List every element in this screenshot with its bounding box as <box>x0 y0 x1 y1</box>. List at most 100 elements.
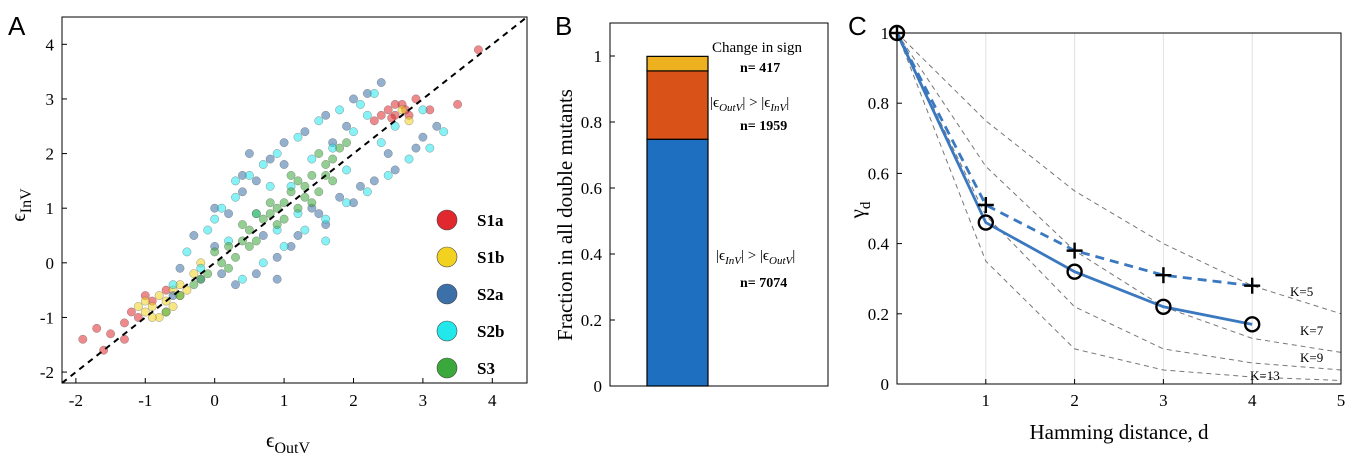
scatter-point-s1a <box>106 329 115 339</box>
scatter-point-s2b <box>356 100 365 109</box>
panel-b-annotations: |ϵInV| > |ϵOutV| n= 7074 |ϵOutV| > |ϵInV| n… <box>710 40 802 291</box>
scatter-point-s3 <box>279 198 289 208</box>
panel-b-stacked-bar: B 0 0.2 0.4 0.6 0.8 1 |ϵInV| > |ϵOutV| n= 7074… <box>553 11 829 396</box>
scatter-point-s3 <box>321 160 331 169</box>
segment-count: n= 7074 <box>740 276 787 291</box>
scatter-point-s2b <box>418 105 428 115</box>
scatter-point-s1b <box>140 307 150 317</box>
panel-a-points <box>78 45 483 355</box>
scatter-point-s2b <box>342 165 351 175</box>
y-tick-label: 1 <box>881 24 890 43</box>
scatter-point-s2b <box>335 105 344 115</box>
scatter-point-s2b <box>238 274 247 284</box>
scatter-point-s3 <box>314 187 324 197</box>
reference-curve-label: K=9 <box>1300 350 1323 365</box>
plus-marker <box>1066 242 1083 259</box>
y-tick-label: 0 <box>881 375 890 394</box>
scatter-point-s2a <box>376 78 386 87</box>
scatter-point-s1b <box>154 291 164 300</box>
scatter-point-s3 <box>238 220 247 229</box>
segment-label: |ϵInV| > |ϵOutV| <box>716 248 795 267</box>
reference-curve <box>896 32 1342 381</box>
legend-marker <box>436 283 458 305</box>
scatter-point-s2a <box>265 154 275 164</box>
scatter-point-s2b <box>342 198 351 208</box>
scatter-point-s2b <box>182 247 192 257</box>
legend-label: S2b <box>477 322 504 341</box>
reference-curve <box>896 32 1342 353</box>
bar-segment-sign-change <box>646 55 709 72</box>
panel-a-label: A <box>8 11 26 41</box>
scatter-point-s2a <box>175 263 185 273</box>
scatter-point-s3 <box>224 242 233 251</box>
reference-curves: K=5 K=7 K=9 K=13 <box>896 32 1342 383</box>
x-tick-label: 2 <box>1070 391 1079 410</box>
reference-curve <box>896 32 1342 315</box>
scatter-point-s1a <box>383 105 393 115</box>
y-tick-label: 0 <box>594 377 603 396</box>
y-tick-label: 0.6 <box>868 164 889 183</box>
scatter-point-s1a <box>120 334 129 344</box>
legend-marker <box>436 209 458 231</box>
panel-c-ticks: 1 2 3 4 5 0 0.2 0.4 0.6 0.8 1 <box>868 24 1346 410</box>
x-tick-label: 5 <box>1337 391 1346 410</box>
scatter-point-s2a <box>245 149 254 158</box>
scatter-point-s2b <box>231 192 240 202</box>
scatter-point-s2a <box>369 176 379 186</box>
panel-a-scatter: A -2 -1 0 1 2 3 4 -2 -1 0 1 2 3 4 S1a S1b S2a S2b S3 ϵOut… <box>6 11 528 457</box>
scatter-point-s2b <box>279 242 289 251</box>
scatter-point-s3 <box>328 176 338 186</box>
y-tick-label: 1 <box>46 199 55 218</box>
solid-series-line <box>895 32 1253 326</box>
scatter-point-s3 <box>265 198 275 208</box>
scatter-point-s2a <box>272 253 282 262</box>
scatter-point-s3 <box>293 176 303 186</box>
scatter-point-s1a <box>78 334 88 344</box>
scatter-point-s1b <box>397 105 407 115</box>
y-axis-title-a: ϵInV <box>6 188 35 222</box>
scatter-point-s2a <box>342 121 351 131</box>
y-tick-label: 0.4 <box>868 235 890 254</box>
panel-c-label: C <box>848 11 867 41</box>
scatter-point-s3 <box>245 225 254 235</box>
scatter-point-s2b <box>203 225 213 235</box>
scatter-point-s2a <box>432 121 442 131</box>
scatter-point-s3 <box>251 209 261 219</box>
scatter-point-s2a <box>293 231 303 240</box>
segment-label: Change in sign <box>712 40 802 56</box>
scatter-point-s2b <box>404 154 414 164</box>
scatter-point-s2a <box>418 132 428 142</box>
scatter-point-s3 <box>210 247 220 257</box>
y-tick-label: 0.4 <box>581 245 603 264</box>
scatter-point-s2a <box>231 280 240 290</box>
y-tick-label: 0 <box>46 254 55 273</box>
scatter-point-s2a <box>411 143 421 153</box>
legend-marker <box>436 246 458 268</box>
x-tick-label: -2 <box>69 391 83 410</box>
panel-a-ticks: -2 -1 0 1 2 3 4 -2 -1 0 1 2 3 4 <box>40 35 497 410</box>
scatter-point-s3 <box>279 214 289 224</box>
scatter-point-s3 <box>196 274 206 284</box>
scatter-point-s3 <box>258 214 268 224</box>
legend-label: S3 <box>477 359 495 378</box>
legend-label: S1b <box>477 248 504 267</box>
circle-marker <box>1243 316 1261 333</box>
reference-curve <box>896 32 1342 371</box>
x-tick-label: 2 <box>349 391 358 410</box>
y-tick-label: 0.8 <box>581 113 602 132</box>
scatter-point-s1a <box>376 110 386 120</box>
scatter-point-s2b <box>369 89 379 98</box>
scatter-point-s1b <box>140 296 150 306</box>
panel-b-ticks: 0 0.2 0.4 0.6 0.8 1 <box>581 47 615 396</box>
scatter-point-s3 <box>286 171 296 180</box>
circle-marker <box>1155 298 1172 315</box>
scatter-point-s3 <box>342 138 351 147</box>
scatter-point-s2b <box>321 236 331 246</box>
scatter-point-s2b <box>258 160 268 169</box>
x-tick-label: 4 <box>488 391 497 410</box>
reference-curve-label: K=7 <box>1300 323 1324 338</box>
scatter-point-s3 <box>203 269 213 279</box>
scatter-point-s1b <box>189 269 199 279</box>
panel-a-frame <box>61 16 528 384</box>
plus-marker <box>977 196 994 213</box>
